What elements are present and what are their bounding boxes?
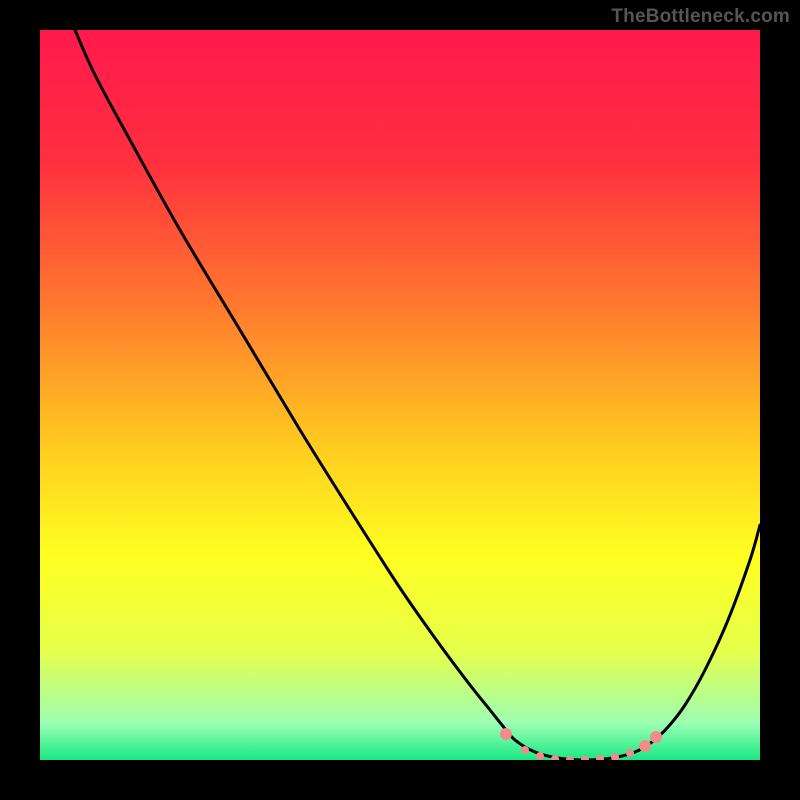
trough-marker (521, 746, 529, 754)
plot-area (40, 30, 760, 760)
trough-marker (500, 728, 512, 740)
chart-container: TheBottleneck.com (0, 0, 800, 800)
trough-marker (639, 740, 651, 752)
chart-svg (40, 30, 760, 760)
trough-marker (626, 749, 634, 757)
trough-marker (650, 731, 662, 743)
gradient-background (40, 30, 760, 760)
watermark-text: TheBottleneck.com (611, 6, 790, 28)
trough-marker (536, 752, 544, 760)
